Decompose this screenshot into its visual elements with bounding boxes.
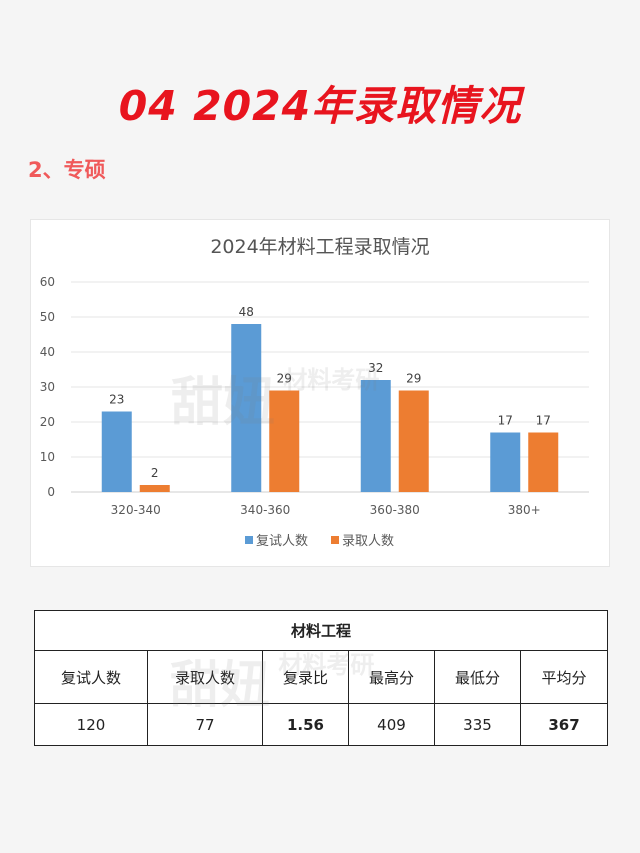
y-tick-label: 0 <box>47 485 55 499</box>
table-value-cell: 409 <box>348 703 435 746</box>
bar <box>490 432 521 492</box>
table-header-cell: 最高分 <box>348 650 435 704</box>
bar <box>269 390 300 492</box>
bar-chart: 2024年材料工程录取情况0102030405060232320-3404829… <box>40 236 589 549</box>
x-tick-label: 340-360 <box>240 503 290 517</box>
y-tick-label: 40 <box>40 345 55 359</box>
table-value-cell-highlight: 367 <box>519 703 609 746</box>
x-tick-label: 320-340 <box>111 503 161 517</box>
section-subheading: 2、专硕 <box>28 158 106 182</box>
legend-swatch <box>245 536 253 544</box>
y-tick-label: 50 <box>40 310 55 324</box>
chart-title: 2024年材料工程录取情况 <box>210 236 429 258</box>
table-header-cell: 录取人数 <box>147 650 263 704</box>
table-value-cell: 77 <box>147 703 263 746</box>
data-label: 29 <box>406 372 421 386</box>
data-label: 17 <box>498 414 513 428</box>
bar <box>360 380 391 492</box>
x-tick-label: 380+ <box>508 503 541 517</box>
data-label: 32 <box>368 361 383 375</box>
table-value-cell-highlight: 1.56 <box>262 703 349 746</box>
table-header-cell: 复试人数 <box>34 650 148 704</box>
bar <box>139 485 170 492</box>
table-header-cell: 复录比 <box>262 650 349 704</box>
y-tick-label: 60 <box>40 275 55 289</box>
data-label: 48 <box>239 305 254 319</box>
table-value-cell: 120 <box>34 703 148 746</box>
data-label: 29 <box>277 372 292 386</box>
bar <box>528 432 559 492</box>
table-caption: 材料工程 <box>33 610 609 651</box>
x-tick-label: 360-380 <box>370 503 420 517</box>
stats-table: 材料工程 复试人数 录取人数 复录比 最高分 最低分 平均分 120 77 1.… <box>33 610 609 746</box>
y-tick-label: 10 <box>40 450 55 464</box>
page-headline: 04 2024年录取情况 <box>118 82 522 130</box>
y-tick-label: 30 <box>40 380 55 394</box>
bar <box>101 411 132 492</box>
data-label: 17 <box>536 414 551 428</box>
table-header-cell: 最低分 <box>434 650 521 704</box>
data-label: 2 <box>151 466 159 480</box>
data-label: 23 <box>109 393 124 407</box>
bar <box>398 390 429 492</box>
table-value-cell: 335 <box>434 703 521 746</box>
legend-label: 录取人数 <box>342 534 394 549</box>
chart-card: 2024年材料工程录取情况 0 10 20 30 40 50 60 23 2 320-340 48 29… <box>30 219 610 567</box>
legend-swatch <box>331 536 339 544</box>
y-tick-label: 20 <box>40 415 55 429</box>
bar <box>231 324 262 492</box>
table-header-cell: 平均分 <box>519 650 609 704</box>
legend-label: 复试人数 <box>256 534 308 549</box>
